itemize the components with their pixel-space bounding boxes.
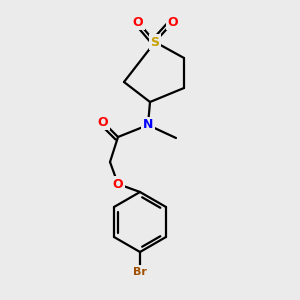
Text: O: O [113,178,123,190]
Text: O: O [98,116,108,128]
Text: S: S [151,35,160,49]
Text: O: O [133,16,143,28]
Text: N: N [143,118,153,131]
Text: Br: Br [133,267,147,277]
Text: O: O [168,16,178,28]
